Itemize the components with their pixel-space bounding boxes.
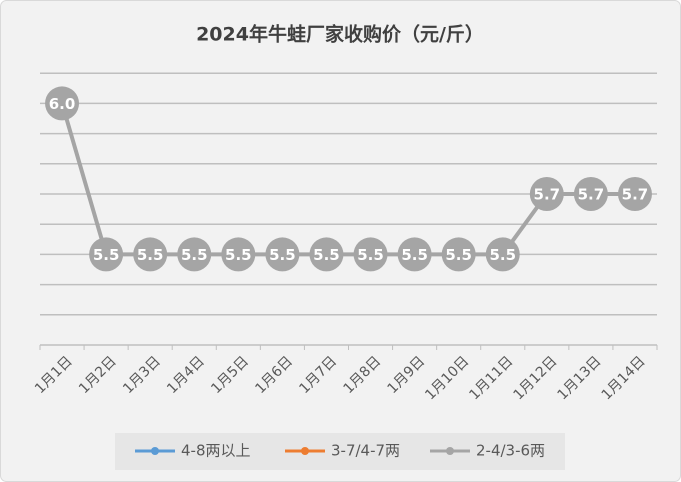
data-label: 5.5 — [313, 246, 340, 264]
data-label: 5.5 — [401, 246, 428, 264]
data-label: 5.7 — [622, 186, 649, 204]
data-label: 5.5 — [445, 246, 472, 264]
data-label: 5.5 — [269, 246, 296, 264]
data-label: 5.5 — [137, 246, 164, 264]
data-point — [265, 237, 300, 272]
data-point — [397, 237, 432, 272]
data-label: 5.7 — [534, 186, 561, 204]
legend-label: 4-8两以上 — [181, 442, 251, 460]
data-point — [353, 237, 388, 272]
data-label: 5.5 — [181, 246, 208, 264]
data-point — [221, 237, 256, 272]
data-point — [309, 237, 344, 272]
data-label: 5.5 — [489, 246, 516, 264]
data-point — [617, 177, 652, 211]
chart-title: 2024年牛蛙厂家收购价（元/斤） — [196, 23, 484, 46]
legend-marker — [301, 447, 309, 455]
data-point — [441, 237, 476, 272]
data-point — [529, 177, 564, 211]
data-point — [45, 86, 80, 121]
data-label: 5.5 — [93, 246, 120, 264]
data-label: 5.5 — [357, 246, 384, 264]
data-point — [573, 177, 608, 211]
data-label: 5.5 — [225, 246, 252, 264]
data-label: 5.7 — [578, 186, 605, 204]
legend-label: 2-4/3-6两 — [476, 442, 545, 460]
legend-label: 3-7/4-7两 — [331, 442, 400, 460]
data-point — [177, 237, 212, 272]
data-point — [133, 237, 168, 272]
data-point — [89, 237, 124, 272]
data-label: 6.0 — [49, 95, 76, 113]
legend-box — [115, 433, 565, 470]
legend-marker — [446, 447, 454, 455]
data-point — [485, 237, 520, 272]
legend-marker — [151, 447, 159, 455]
